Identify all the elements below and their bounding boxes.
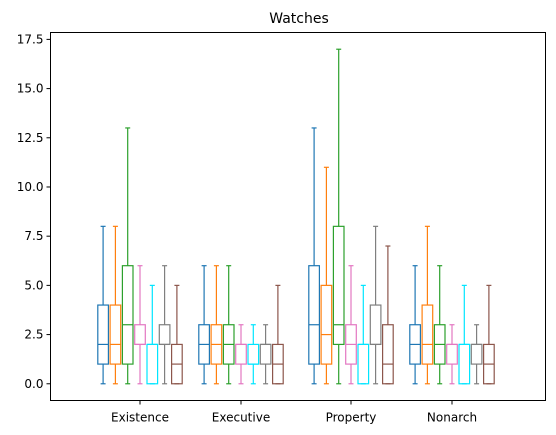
series-group: [121, 48, 446, 385]
box-body: [382, 324, 394, 385]
box-body: [446, 343, 458, 365]
box: [146, 284, 159, 385]
box: [308, 127, 320, 385]
box: [345, 265, 357, 385]
box: [210, 265, 223, 385]
box: [382, 245, 394, 385]
box: [357, 284, 370, 385]
box: [222, 265, 235, 385]
box: [320, 166, 333, 385]
x-tick-label: Nonarch: [427, 411, 477, 425]
box-body: [97, 304, 110, 365]
box: [109, 225, 122, 385]
x-axis: Existence Executive Property Nonarch: [111, 400, 477, 425]
box-body: [134, 324, 146, 346]
plot-area: [97, 48, 495, 385]
series-group: [109, 166, 434, 385]
y-tick-label: 0.0: [24, 377, 43, 391]
y-tick-label: 7.5: [24, 229, 43, 243]
box: [158, 265, 171, 385]
box-body: [308, 265, 320, 365]
box: [409, 265, 421, 385]
series-group: [171, 245, 495, 385]
box: [121, 127, 134, 385]
box: [458, 284, 471, 385]
y-axis: 0.0 2.5 5.0 7.5 10.0 12.5 15.0 17.5: [17, 32, 51, 391]
box: [171, 284, 183, 385]
series-group: [134, 265, 458, 385]
box-body: [235, 343, 247, 365]
box-body: [421, 304, 434, 365]
y-tick-label: 12.5: [17, 131, 44, 145]
axes-frame: [50, 32, 546, 401]
y-tick-label: 17.5: [17, 32, 44, 46]
box: [332, 48, 345, 385]
box: [369, 225, 382, 385]
box: [259, 324, 272, 385]
box: [483, 284, 495, 385]
box-body: [121, 265, 134, 365]
y-tick-label: 2.5: [24, 328, 43, 342]
box: [134, 265, 146, 385]
box: [470, 324, 483, 385]
box: [446, 324, 458, 385]
box-body: [259, 343, 272, 365]
y-tick-label: 5.0: [24, 278, 43, 292]
box-body: [369, 304, 382, 346]
x-tick-label: Executive: [212, 411, 270, 425]
box-body: [247, 343, 260, 365]
x-tick-label: Existence: [111, 411, 169, 425]
box-body: [109, 304, 122, 365]
series-group: [146, 284, 471, 385]
box-body: [332, 225, 345, 346]
box: [272, 284, 284, 385]
y-tick-label: 15.0: [17, 82, 44, 96]
box-body: [357, 343, 370, 385]
box-body: [458, 343, 471, 385]
chart-title: Watches: [269, 11, 329, 27]
box: [198, 265, 211, 385]
series-group: [158, 225, 483, 385]
box: [97, 225, 110, 385]
box-body: [320, 284, 333, 365]
x-tick-label: Property: [326, 411, 377, 425]
box-body: [158, 324, 171, 346]
y-tick-label: 10.0: [17, 180, 44, 194]
box: [421, 225, 434, 385]
box-body: [470, 343, 483, 365]
box: [235, 324, 247, 385]
box: [247, 324, 260, 385]
box-body: [146, 343, 159, 385]
series-group: [97, 127, 421, 385]
box: [433, 265, 446, 385]
